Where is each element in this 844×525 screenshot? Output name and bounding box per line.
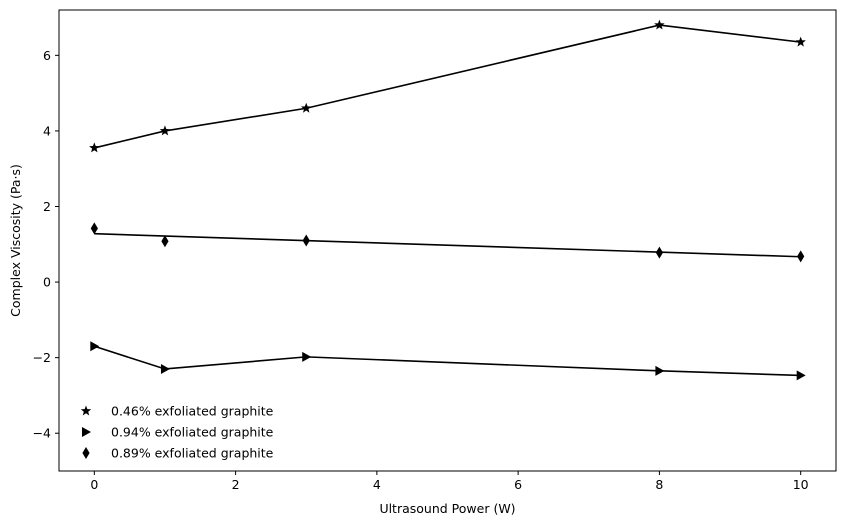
data-point: [90, 222, 98, 235]
y-tick-label: −2: [33, 350, 51, 365]
data-point: [90, 341, 100, 352]
data-point: [654, 19, 665, 30]
series-line-2: [94, 345, 801, 377]
legend-label: 0.94% exfoliated graphite: [111, 425, 274, 440]
y-axis-title: Complex Viscosity (Pa·s): [8, 164, 23, 317]
x-axis: 0 2 4 6 8 10: [90, 471, 809, 492]
y-tick-label: 2: [43, 199, 51, 214]
x-tick-label: 0: [90, 477, 98, 492]
data-point: [159, 125, 171, 136]
data-point: [797, 250, 805, 263]
plot-frame: [58, 9, 837, 472]
legend: 0.46% exfoliated graphite 0.94% exfoliate…: [80, 404, 274, 461]
series-markers: [89, 19, 806, 381]
series-line-3: [94, 232, 801, 258]
y-tick-label: 0: [43, 275, 51, 290]
y-tick-label: 4: [43, 123, 51, 138]
data-point: [795, 36, 806, 47]
data-point: [161, 235, 169, 248]
y-axis: −4 −2 0 2 4 6: [33, 48, 59, 441]
legend-marker: [80, 405, 92, 416]
data-point: [302, 351, 312, 362]
x-tick-label: 6: [514, 477, 522, 492]
legend-label: 0.89% exfoliated graphite: [111, 446, 274, 461]
x-tick-label: 2: [232, 477, 240, 492]
data-point: [160, 363, 170, 374]
data-point: [655, 246, 664, 259]
x-tick-label: 8: [655, 477, 663, 492]
x-tick-label: 10: [793, 477, 809, 492]
legend-marker: [82, 427, 91, 437]
data-point: [301, 102, 312, 113]
legend-label: 0.46% exfoliated graphite: [111, 404, 274, 419]
data-point: [655, 365, 665, 376]
x-tick-label: 4: [373, 477, 381, 492]
x-axis-title: Ultrasound Power (W): [379, 501, 515, 516]
y-tick-label: 6: [43, 48, 51, 63]
data-point: [89, 142, 100, 153]
data-point: [302, 234, 310, 247]
y-tick-label: −4: [33, 426, 51, 441]
legend-marker: [82, 447, 90, 459]
series-lines: [94, 24, 801, 377]
data-point: [796, 370, 806, 381]
series-line-1: [94, 24, 801, 149]
